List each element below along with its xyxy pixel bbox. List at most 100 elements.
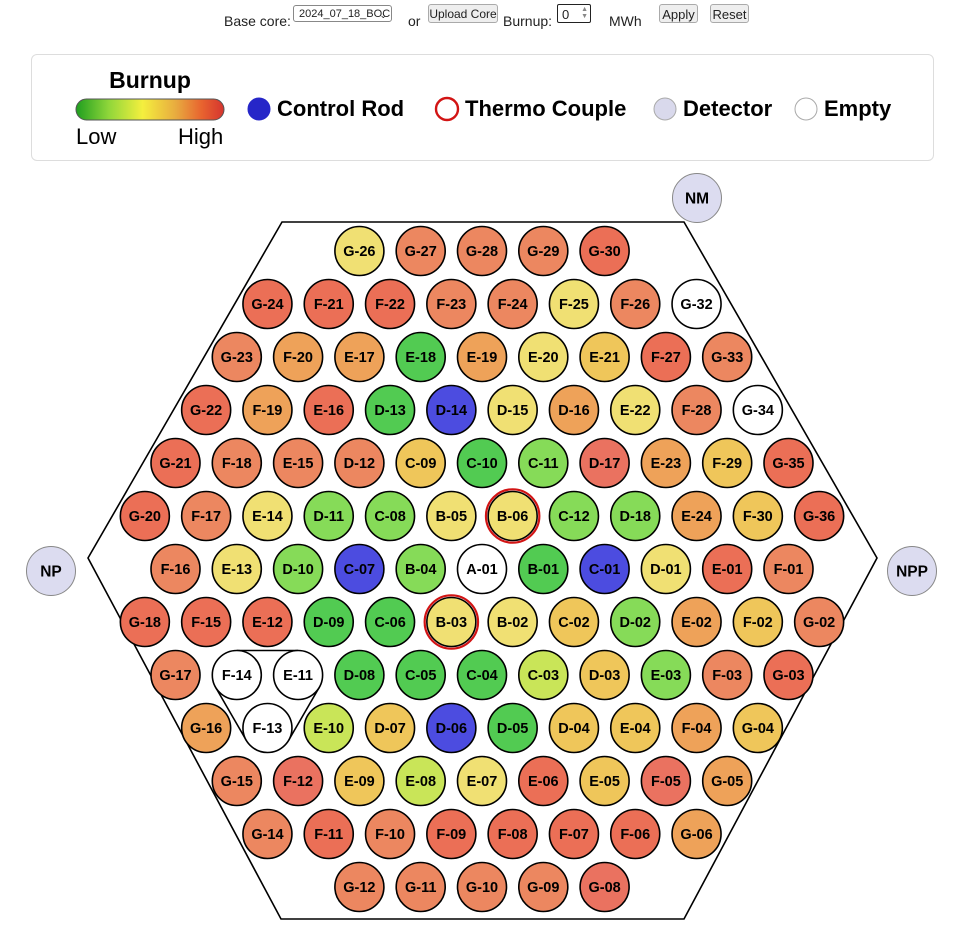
svg-text:F-07: F-07 [559,827,589,843]
svg-text:NPP: NPP [896,564,928,581]
svg-text:G-18: G-18 [129,615,161,631]
svg-text:E-06: E-06 [528,774,559,790]
svg-text:E-21: E-21 [589,350,620,366]
svg-text:A-01: A-01 [466,562,497,578]
svg-text:E-02: E-02 [681,615,712,631]
svg-text:G-14: G-14 [251,827,283,843]
svg-text:G-21: G-21 [159,456,191,472]
svg-text:E-08: E-08 [405,774,436,790]
svg-text:F-14: F-14 [222,668,252,684]
svg-text:B-01: B-01 [528,562,559,578]
svg-text:G-32: G-32 [680,297,712,313]
svg-text:C-01: C-01 [589,562,620,578]
svg-text:E-18: E-18 [405,350,436,366]
svg-text:B-06: B-06 [497,509,528,525]
svg-text:D-06: D-06 [436,721,467,737]
svg-text:D-10: D-10 [282,562,313,578]
svg-text:F-29: F-29 [712,456,742,472]
svg-text:D-04: D-04 [558,721,589,737]
svg-text:G-03: G-03 [772,668,804,684]
svg-text:E-20: E-20 [528,350,559,366]
svg-text:F-17: F-17 [191,509,221,525]
svg-text:G-36: G-36 [803,509,835,525]
svg-text:NM: NM [685,191,709,208]
svg-text:C-10: C-10 [466,456,497,472]
svg-text:G-26: G-26 [343,244,375,260]
svg-text:G-23: G-23 [221,350,253,366]
svg-text:G-35: G-35 [772,456,804,472]
svg-text:F-18: F-18 [222,456,252,472]
svg-text:F-02: F-02 [743,615,773,631]
svg-text:F-08: F-08 [498,827,528,843]
svg-text:D-11: D-11 [313,509,344,525]
svg-text:E-23: E-23 [651,456,682,472]
svg-text:C-08: C-08 [374,509,405,525]
svg-text:C-06: C-06 [374,615,405,631]
svg-text:NP: NP [40,564,62,581]
svg-text:D-05: D-05 [497,721,528,737]
svg-text:E-12: E-12 [252,615,283,631]
svg-text:F-30: F-30 [743,509,773,525]
svg-text:F-20: F-20 [283,350,313,366]
svg-text:G-08: G-08 [588,880,620,896]
svg-text:E-03: E-03 [651,668,682,684]
svg-text:D-16: D-16 [558,403,589,419]
svg-text:C-11: C-11 [528,456,559,472]
svg-text:E-24: E-24 [681,509,712,525]
svg-text:D-03: D-03 [589,668,620,684]
svg-text:F-25: F-25 [559,297,589,313]
svg-text:G-02: G-02 [803,615,835,631]
svg-text:F-04: F-04 [682,721,712,737]
svg-text:E-05: E-05 [589,774,620,790]
svg-text:E-14: E-14 [252,509,283,525]
svg-text:C-07: C-07 [344,562,375,578]
svg-text:E-19: E-19 [467,350,498,366]
svg-text:F-01: F-01 [774,562,804,578]
svg-text:D-12: D-12 [344,456,375,472]
svg-text:C-04: C-04 [466,668,497,684]
svg-text:D-07: D-07 [374,721,405,737]
svg-text:F-23: F-23 [436,297,466,313]
svg-text:D-15: D-15 [497,403,528,419]
svg-text:G-15: G-15 [221,774,253,790]
svg-text:D-01: D-01 [650,562,681,578]
svg-text:E-10: E-10 [313,721,344,737]
svg-text:G-17: G-17 [159,668,191,684]
svg-text:F-13: F-13 [253,721,283,737]
svg-text:F-11: F-11 [314,827,343,843]
svg-text:E-13: E-13 [221,562,252,578]
svg-text:B-04: B-04 [405,562,436,578]
svg-text:G-22: G-22 [190,403,222,419]
svg-text:G-34: G-34 [742,403,774,419]
svg-text:F-05: F-05 [651,774,681,790]
svg-text:G-05: G-05 [711,774,743,790]
svg-text:C-05: C-05 [405,668,436,684]
svg-text:G-29: G-29 [527,244,559,260]
svg-text:F-16: F-16 [161,562,191,578]
svg-text:D-09: D-09 [313,615,344,631]
svg-text:G-27: G-27 [405,244,437,260]
svg-text:B-03: B-03 [436,615,467,631]
svg-text:E-09: E-09 [344,774,375,790]
svg-text:F-19: F-19 [253,403,283,419]
svg-text:G-28: G-28 [466,244,498,260]
svg-text:C-03: C-03 [528,668,559,684]
svg-text:F-27: F-27 [651,350,681,366]
svg-text:E-07: E-07 [467,774,498,790]
svg-text:F-22: F-22 [375,297,405,313]
svg-text:E-17: E-17 [344,350,375,366]
svg-text:G-06: G-06 [680,827,712,843]
svg-text:G-20: G-20 [129,509,161,525]
svg-text:E-01: E-01 [712,562,743,578]
svg-text:E-11: E-11 [283,668,313,684]
svg-text:G-30: G-30 [588,244,620,260]
svg-text:E-04: E-04 [620,721,651,737]
svg-text:G-04: G-04 [742,721,774,737]
svg-text:G-12: G-12 [343,880,375,896]
svg-text:F-10: F-10 [375,827,405,843]
svg-text:B-05: B-05 [436,509,467,525]
svg-text:G-10: G-10 [466,880,498,896]
svg-text:F-15: F-15 [191,615,221,631]
svg-text:F-09: F-09 [436,827,466,843]
svg-text:G-33: G-33 [711,350,743,366]
